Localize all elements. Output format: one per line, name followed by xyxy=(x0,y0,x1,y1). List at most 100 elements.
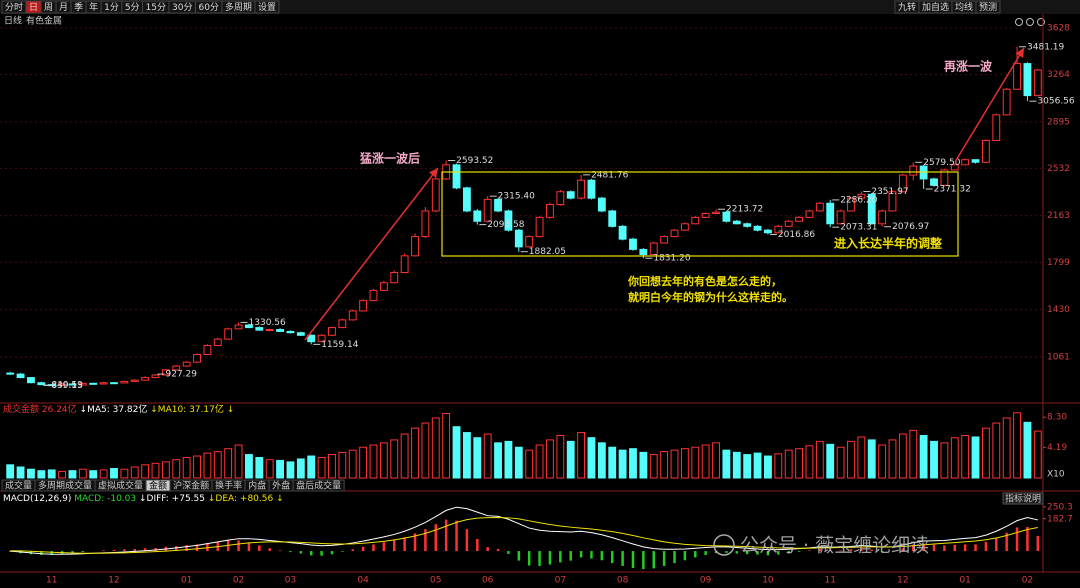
toolbar-button-label[interactable]: 加自选 xyxy=(922,1,949,13)
candle-body xyxy=(649,242,658,256)
volume-bar xyxy=(1033,430,1042,479)
volume-bar xyxy=(566,440,575,479)
toolbar-button-label[interactable]: 年 xyxy=(89,1,98,13)
toolbar-button-label[interactable]: 设置 xyxy=(258,2,276,13)
candle-body xyxy=(909,165,918,176)
toolbar-button-label[interactable]: 15分 xyxy=(146,2,166,13)
volume-bar xyxy=(525,449,534,479)
volume-bar xyxy=(535,444,544,479)
toolbar-button-label[interactable]: 月 xyxy=(59,2,68,13)
volume-bar xyxy=(224,448,233,479)
price-label: 2093.58 xyxy=(487,220,524,230)
toolbar-button-label[interactable]: 预测 xyxy=(979,2,997,13)
volume-bar xyxy=(151,462,160,479)
volume-bar xyxy=(836,446,845,479)
candle-body xyxy=(307,334,316,343)
volume-bar xyxy=(649,454,658,479)
volume-bar xyxy=(6,464,15,479)
indicator-tab-label[interactable]: 外盘 xyxy=(272,480,290,492)
toolbar-button-label[interactable]: 60分 xyxy=(198,2,218,13)
candle-body xyxy=(16,373,25,379)
volume-bar xyxy=(203,452,212,479)
candle-body xyxy=(867,193,876,225)
toolbar-button[interactable] xyxy=(254,0,280,14)
x-tick-label: 01 xyxy=(181,576,192,586)
price-label: 2579.50 xyxy=(923,158,960,168)
candle-body xyxy=(161,369,170,376)
toolbar-button-label[interactable]: 1分 xyxy=(104,2,119,13)
candle-body xyxy=(6,372,15,375)
candle-body xyxy=(971,159,980,163)
indicator-item: ↓MA10: 37.17亿 xyxy=(150,403,224,415)
price-label: 1882.05 xyxy=(529,247,566,257)
candle-body xyxy=(898,174,907,193)
candle-body xyxy=(369,289,378,302)
toolbar-button-label[interactable]: 分时 xyxy=(5,1,23,13)
indicator-tab[interactable] xyxy=(292,479,345,492)
indicator-tab-label[interactable]: 虚拟成交量 xyxy=(98,480,143,492)
candle-body xyxy=(27,377,35,384)
annotation: 就明白今年的钢为什么这样走的。 xyxy=(628,290,793,304)
indicator-tab-label[interactable]: 盘后成交量 xyxy=(296,480,341,492)
indicator-tab-label[interactable]: 多周期成交量 xyxy=(38,480,92,492)
candle-body xyxy=(670,229,679,238)
help-button[interactable] xyxy=(1002,492,1044,505)
candle-body xyxy=(58,383,67,386)
indicator-tab-label[interactable]: 换手率 xyxy=(215,480,242,492)
candle-body xyxy=(764,229,772,234)
volume-bar xyxy=(462,432,471,479)
help-button-label[interactable]: 指标说明 xyxy=(1005,493,1041,505)
toolbar-button-label[interactable]: 周 xyxy=(44,2,53,13)
icon xyxy=(1026,18,1034,26)
toolbar-button-label[interactable]: 日 xyxy=(29,2,38,13)
candle-body xyxy=(317,334,326,343)
volume-bar xyxy=(494,442,502,479)
volume-bar xyxy=(857,436,866,479)
candle-body xyxy=(338,319,347,329)
candle-body xyxy=(514,229,523,248)
candle-body xyxy=(992,114,1001,141)
candle-body xyxy=(815,202,824,212)
candle-body xyxy=(525,236,534,248)
indicator-tab-label[interactable]: 沪深金额 xyxy=(173,480,209,492)
price-label: 2286.20 xyxy=(840,195,877,205)
candle-body xyxy=(577,179,586,199)
candle-body xyxy=(722,211,731,222)
indicator-tab-label[interactable]: 内盘 xyxy=(248,480,266,492)
volume-bar xyxy=(691,446,700,479)
indicator-tab-label[interactable]: 成交量 xyxy=(5,480,32,492)
volume-bar xyxy=(483,433,492,479)
candle-body xyxy=(120,380,129,384)
candle-body xyxy=(245,324,253,329)
chart-symbol: 有色金属 xyxy=(26,15,62,27)
macd-indicator: MACD(12,26,9) MACD: -10.03 ↓DIFF: +75.55… xyxy=(3,494,284,504)
volume-bar xyxy=(639,451,648,479)
watermark-icon xyxy=(713,534,735,556)
volume-bar xyxy=(743,454,752,479)
price-label: 2073.31 xyxy=(840,223,877,233)
plot-layer: 3628 3264 2895 2532 2163 1799 1430 1061 8.30 4.19… xyxy=(0,23,1075,586)
price-label: 927.29 xyxy=(166,370,198,380)
toolbar-button-label[interactable]: 季 xyxy=(74,1,83,13)
toolbar-icons xyxy=(1015,18,1045,26)
volume-bar xyxy=(867,439,876,479)
toolbar-button-label[interactable]: 九转 xyxy=(898,1,916,13)
volume-indicator: 成交金额 26.24亿 ↓MA5: 37.82亿 ↓MA10: 37.17亿 ↓ xyxy=(3,403,234,415)
toolbar-button-label[interactable]: 均线 xyxy=(955,1,973,13)
volume-bar xyxy=(680,448,689,479)
indicator-tab-label[interactable]: 金额 xyxy=(149,480,167,492)
candle-body xyxy=(213,338,222,347)
toolbar-button-label[interactable]: 多周期 xyxy=(225,1,252,13)
candle-body xyxy=(618,225,627,240)
y-tick-label: 3628 xyxy=(1047,23,1070,33)
indicator-item: 26.24亿 xyxy=(42,403,77,415)
toolbar-button-label[interactable]: 30分 xyxy=(172,2,192,13)
indicator-tabs: 成交量 多周期成交量 虚拟成交量 金额 沪深金额 换手率 内盘 外盘 盘后成交量 xyxy=(1,479,345,492)
annotation: 再涨一波 xyxy=(944,59,993,74)
price-label: 2016.86 xyxy=(778,230,815,240)
candle-body xyxy=(680,223,689,231)
toolbar-button-label[interactable]: 5分 xyxy=(125,2,140,13)
toolbar-button[interactable] xyxy=(975,0,1001,14)
watermark: 公众号 · 薇宝缠论细读 xyxy=(740,535,929,557)
